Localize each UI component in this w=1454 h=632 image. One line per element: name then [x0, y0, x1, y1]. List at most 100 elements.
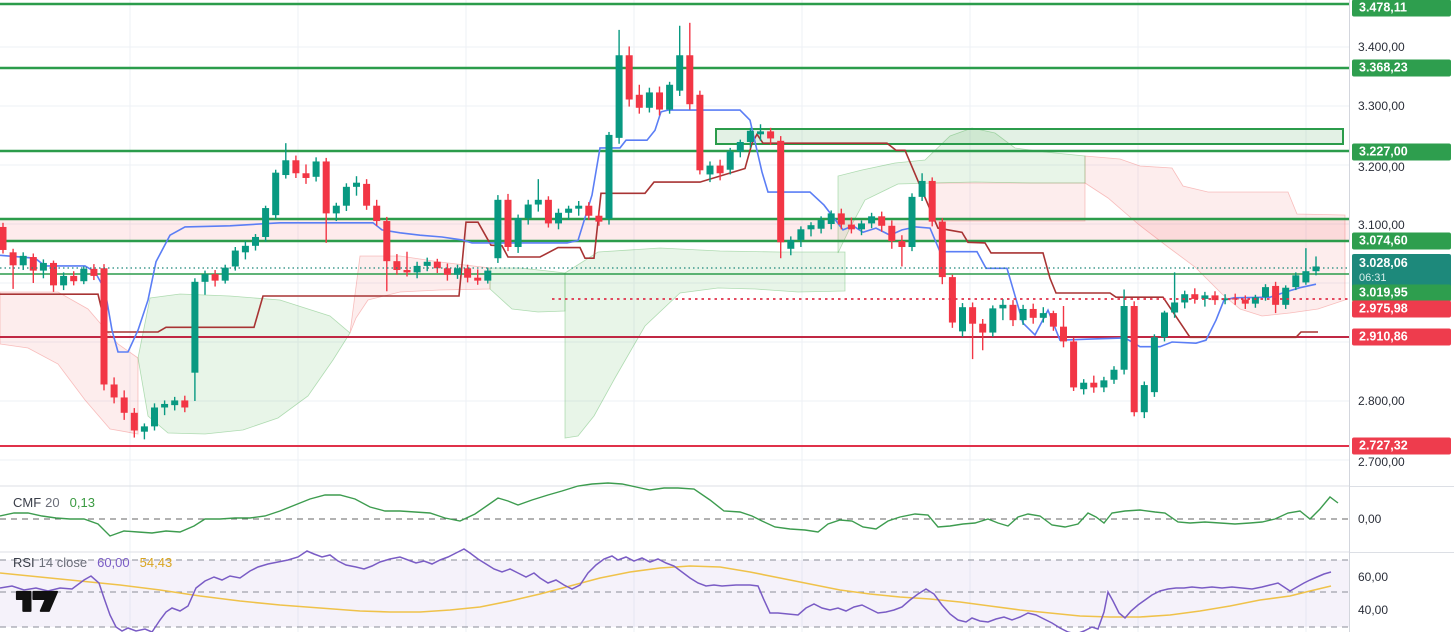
candle-body	[312, 161, 320, 177]
candle-body	[868, 216, 876, 224]
candle-body	[70, 275, 78, 282]
candle-body	[130, 412, 138, 431]
axis-price-label: 3.300,00	[1358, 99, 1405, 113]
candle-body	[443, 268, 451, 275]
candle-body	[454, 268, 461, 275]
supply-box	[715, 128, 1344, 145]
candle-body	[474, 277, 482, 281]
candle-body	[383, 221, 391, 262]
candle-body	[959, 307, 966, 332]
tradingview-logo[interactable]	[15, 585, 59, 615]
candle-body	[1070, 341, 1078, 388]
candle-body	[1241, 299, 1249, 304]
candle-body	[1039, 313, 1047, 318]
axis-price-label: 0,00	[1358, 512, 1382, 526]
candle-body	[979, 323, 987, 333]
candle-body	[322, 161, 330, 214]
candle-body	[1292, 275, 1300, 288]
candle-body	[211, 274, 219, 281]
candle-body	[989, 308, 997, 333]
candle-body	[1251, 297, 1259, 304]
candle-body	[1161, 312, 1168, 338]
candle-body	[514, 218, 522, 248]
candle-body	[605, 134, 613, 219]
axis-price-label: 2.700,00	[1358, 455, 1405, 469]
current-price-badge: 3.028,06 06:31	[1352, 254, 1451, 288]
candle-body	[1312, 266, 1320, 272]
candle-body	[686, 55, 694, 105]
candle-body	[888, 225, 896, 242]
candle-body	[595, 215, 603, 222]
rsi-value: 60,00	[97, 555, 130, 570]
pane-separator	[1350, 486, 1454, 487]
candle-body	[9, 252, 17, 266]
candle-body	[1211, 295, 1219, 301]
candle-body	[807, 225, 815, 230]
candle-body	[585, 205, 593, 216]
candle-body	[817, 219, 825, 229]
supply-zone-band	[0, 219, 1349, 241]
candle-body	[716, 165, 724, 174]
candle-body	[777, 140, 785, 243]
candle-body	[847, 224, 855, 230]
candle-body	[1272, 285, 1280, 305]
candle-body	[645, 92, 653, 108]
candle-body	[120, 397, 128, 413]
candle-body	[696, 94, 704, 171]
axis-price-label: 2.800,00	[1358, 394, 1405, 408]
candle-body	[575, 205, 583, 209]
candle-body	[252, 236, 259, 246]
candle-body	[969, 307, 977, 324]
tradingview-logo-icon	[15, 590, 59, 612]
candle-body	[1019, 308, 1027, 321]
candle-body	[140, 426, 148, 432]
candle-body	[555, 212, 562, 224]
axis-price-label: 3.100,00	[1358, 218, 1405, 232]
candle-body	[1029, 308, 1037, 318]
candle-body	[302, 173, 310, 178]
axis-price-label: 60,00	[1358, 570, 1389, 584]
price-axis[interactable]: 3.478,11 3.400,00 3.368,23 3.300,00 3.227,00…	[1349, 0, 1454, 632]
candle-body	[0, 226, 7, 250]
candle-body	[110, 384, 118, 398]
level-price-badge: 2.975,98	[1352, 300, 1451, 318]
candle-body	[615, 55, 623, 138]
rsi-param: 14 close	[38, 555, 88, 570]
candle-body	[666, 84, 674, 110]
rsi-ma-value: 54,43	[139, 555, 173, 570]
candle-body	[60, 275, 68, 286]
candle-body	[161, 403, 169, 408]
candle-body	[1262, 287, 1269, 298]
axis-price-label: 3.400,00	[1358, 40, 1405, 54]
candle-body	[858, 223, 865, 230]
candle-body	[706, 165, 714, 175]
level-price-badge: 3.368,23	[1352, 59, 1451, 77]
cmf-param: 20	[45, 495, 60, 510]
ichimoku-cloud-bearish	[934, 182, 1086, 222]
level-price-badge: 2.910,86	[1352, 328, 1451, 346]
candle-body	[1120, 306, 1128, 370]
candle-body	[80, 268, 88, 282]
candle-body	[797, 229, 805, 240]
candle-body	[918, 180, 926, 197]
candle-body	[363, 183, 371, 206]
candle-body	[1049, 313, 1057, 327]
candle-body	[676, 55, 684, 91]
candle-body	[504, 199, 512, 248]
candle-body	[787, 239, 795, 249]
candle-body	[373, 205, 381, 222]
candle-body	[241, 245, 249, 253]
rsi-title: RSI	[13, 555, 35, 570]
axis-price-label: 3.200,00	[1358, 160, 1405, 174]
candle-body	[1221, 298, 1229, 301]
candle-body	[524, 204, 532, 219]
candle-body	[393, 261, 401, 271]
candle-body	[726, 151, 734, 170]
candle-body	[464, 268, 472, 278]
rsi-line	[0, 548, 1332, 632]
candle-body	[928, 180, 936, 222]
candle-body	[938, 221, 946, 278]
ichimoku-cloud-bullish	[564, 247, 846, 439]
